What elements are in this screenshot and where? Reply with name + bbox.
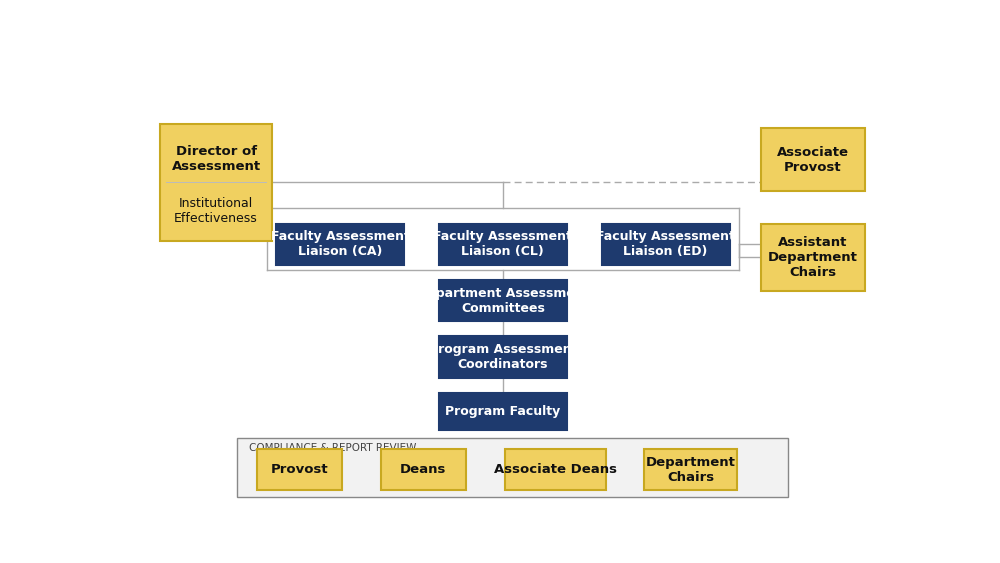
FancyBboxPatch shape <box>439 393 567 430</box>
Text: Department
Chairs: Department Chairs <box>646 455 736 484</box>
Text: Deans: Deans <box>400 463 447 476</box>
Text: Assistant
Department
Chairs: Assistant Department Chairs <box>768 236 858 279</box>
FancyBboxPatch shape <box>505 449 606 490</box>
FancyBboxPatch shape <box>439 336 567 378</box>
FancyBboxPatch shape <box>237 438 788 497</box>
Text: Faculty Assessment
Liaison (CL): Faculty Assessment Liaison (CL) <box>433 230 572 258</box>
Text: Provost: Provost <box>271 463 328 476</box>
FancyBboxPatch shape <box>439 224 567 265</box>
Text: Associate
Provost: Associate Provost <box>777 146 849 173</box>
FancyBboxPatch shape <box>257 449 342 490</box>
Text: COMPLIANCE & REPORT REVIEW: COMPLIANCE & REPORT REVIEW <box>249 443 416 453</box>
FancyBboxPatch shape <box>160 124 272 241</box>
Text: Associate Deans: Associate Deans <box>494 463 617 476</box>
FancyBboxPatch shape <box>439 280 567 321</box>
Text: Program Faculty: Program Faculty <box>445 405 560 418</box>
Text: Program Assessment
Coordinators: Program Assessment Coordinators <box>429 343 577 371</box>
FancyBboxPatch shape <box>602 224 730 265</box>
FancyBboxPatch shape <box>761 128 865 191</box>
FancyBboxPatch shape <box>644 449 737 490</box>
Text: Department Assessment
Committees: Department Assessment Committees <box>417 287 589 315</box>
FancyBboxPatch shape <box>381 449 466 490</box>
Text: Faculty Assessment
Liaison (CA): Faculty Assessment Liaison (CA) <box>271 230 410 258</box>
FancyBboxPatch shape <box>761 224 865 291</box>
Text: Faculty Assessment
Liaison (ED): Faculty Assessment Liaison (ED) <box>596 230 735 258</box>
FancyBboxPatch shape <box>276 224 404 265</box>
Text: Director of
Assessment: Director of Assessment <box>172 145 261 173</box>
Text: Institutional
Effectiveness: Institutional Effectiveness <box>174 196 258 225</box>
